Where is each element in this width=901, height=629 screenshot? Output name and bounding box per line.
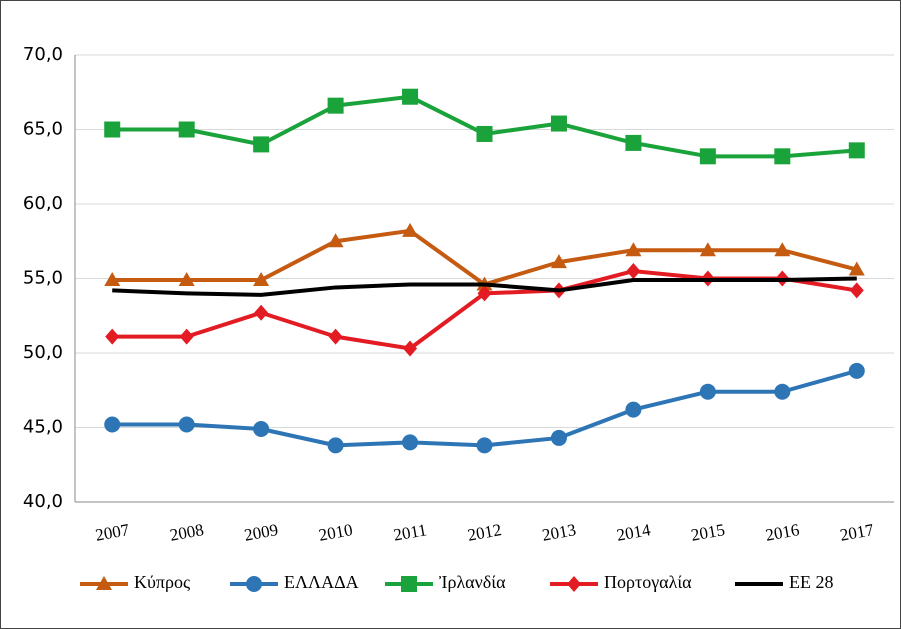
legend-label: ΕΕ 28 <box>789 572 834 592</box>
data-point <box>774 242 791 257</box>
data-point <box>774 148 791 165</box>
data-point <box>848 142 865 159</box>
data-point <box>104 271 121 286</box>
legend-marker <box>401 576 417 592</box>
y-tick-label: 65,0 <box>23 119 63 140</box>
data-point <box>476 437 493 454</box>
series-line <box>112 276 857 297</box>
data-point <box>253 136 270 153</box>
legend-marker <box>246 576 262 592</box>
y-tick-label: 50,0 <box>23 342 63 363</box>
data-point <box>104 121 121 138</box>
data-point <box>699 148 716 165</box>
data-point <box>327 437 344 454</box>
data-point <box>402 434 419 451</box>
data-point <box>699 242 716 257</box>
data-point <box>848 261 865 276</box>
legend-label: Ἰρλανδία <box>439 572 506 592</box>
data-point <box>476 125 493 142</box>
data-point <box>699 383 716 400</box>
legend-marker <box>567 576 581 592</box>
data-point <box>178 121 195 138</box>
data-point <box>402 222 419 237</box>
data-point <box>402 88 419 105</box>
data-point <box>179 328 194 345</box>
y-tick-label: 60,0 <box>23 193 63 214</box>
data-point <box>105 328 120 345</box>
data-point <box>849 282 864 299</box>
data-point <box>328 328 343 345</box>
data-point <box>178 416 195 433</box>
data-point <box>625 242 642 257</box>
data-point <box>774 383 791 400</box>
data-point <box>626 263 641 280</box>
legend-label: Πορτογαλία <box>604 572 692 592</box>
data-point <box>178 271 195 286</box>
y-tick-label: 40,0 <box>23 491 63 512</box>
y-tick-label: 55,0 <box>23 268 63 289</box>
data-point <box>253 420 270 437</box>
data-point <box>327 97 344 114</box>
data-point <box>625 401 642 418</box>
legend-label: Κύπρος <box>134 572 190 592</box>
data-point <box>550 429 567 446</box>
data-point <box>104 416 121 433</box>
data-point <box>327 233 344 248</box>
data-point <box>848 362 865 379</box>
legend-label: ΕΛΛΑΔΑ <box>284 572 359 592</box>
y-tick-label: 70,0 <box>23 44 63 65</box>
data-point <box>477 285 492 302</box>
data-point <box>403 340 418 357</box>
data-point <box>550 254 567 269</box>
y-tick-label: 45,0 <box>23 417 63 438</box>
legend-marker <box>96 576 112 590</box>
data-point <box>254 304 269 321</box>
data-point <box>253 271 270 286</box>
data-point <box>550 115 567 132</box>
data-point <box>625 134 642 151</box>
